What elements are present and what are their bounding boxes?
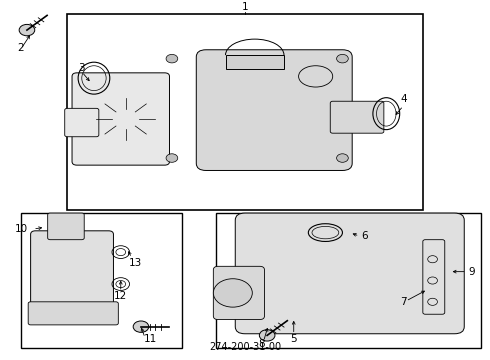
Circle shape	[337, 154, 348, 162]
Circle shape	[133, 321, 149, 332]
Circle shape	[213, 279, 252, 307]
Circle shape	[259, 330, 275, 341]
Text: 13: 13	[129, 258, 142, 268]
FancyBboxPatch shape	[65, 108, 99, 137]
FancyBboxPatch shape	[30, 231, 114, 316]
Text: 11: 11	[144, 334, 157, 344]
Text: 7: 7	[400, 297, 407, 307]
FancyBboxPatch shape	[330, 101, 384, 133]
Circle shape	[19, 24, 35, 36]
Circle shape	[84, 89, 167, 149]
Text: 4: 4	[400, 94, 407, 104]
FancyBboxPatch shape	[72, 73, 170, 165]
FancyBboxPatch shape	[28, 302, 118, 325]
Text: 6: 6	[361, 231, 368, 241]
Bar	[216, 213, 481, 348]
FancyBboxPatch shape	[48, 213, 84, 240]
Text: 1: 1	[242, 2, 248, 12]
Text: 9: 9	[468, 267, 475, 276]
Text: 8: 8	[259, 339, 266, 350]
Text: 5: 5	[291, 334, 297, 344]
Circle shape	[166, 154, 178, 162]
Text: 12: 12	[114, 292, 127, 301]
Circle shape	[166, 54, 178, 63]
Bar	[225, 55, 284, 69]
FancyBboxPatch shape	[196, 50, 352, 171]
Text: 10: 10	[14, 224, 27, 234]
Circle shape	[337, 54, 348, 63]
FancyBboxPatch shape	[235, 213, 464, 334]
Bar	[67, 14, 423, 210]
Bar	[21, 213, 182, 348]
Text: 3: 3	[78, 63, 85, 72]
Text: 2: 2	[18, 43, 24, 53]
FancyBboxPatch shape	[213, 266, 265, 320]
Text: 274-200-31-00: 274-200-31-00	[209, 342, 281, 351]
